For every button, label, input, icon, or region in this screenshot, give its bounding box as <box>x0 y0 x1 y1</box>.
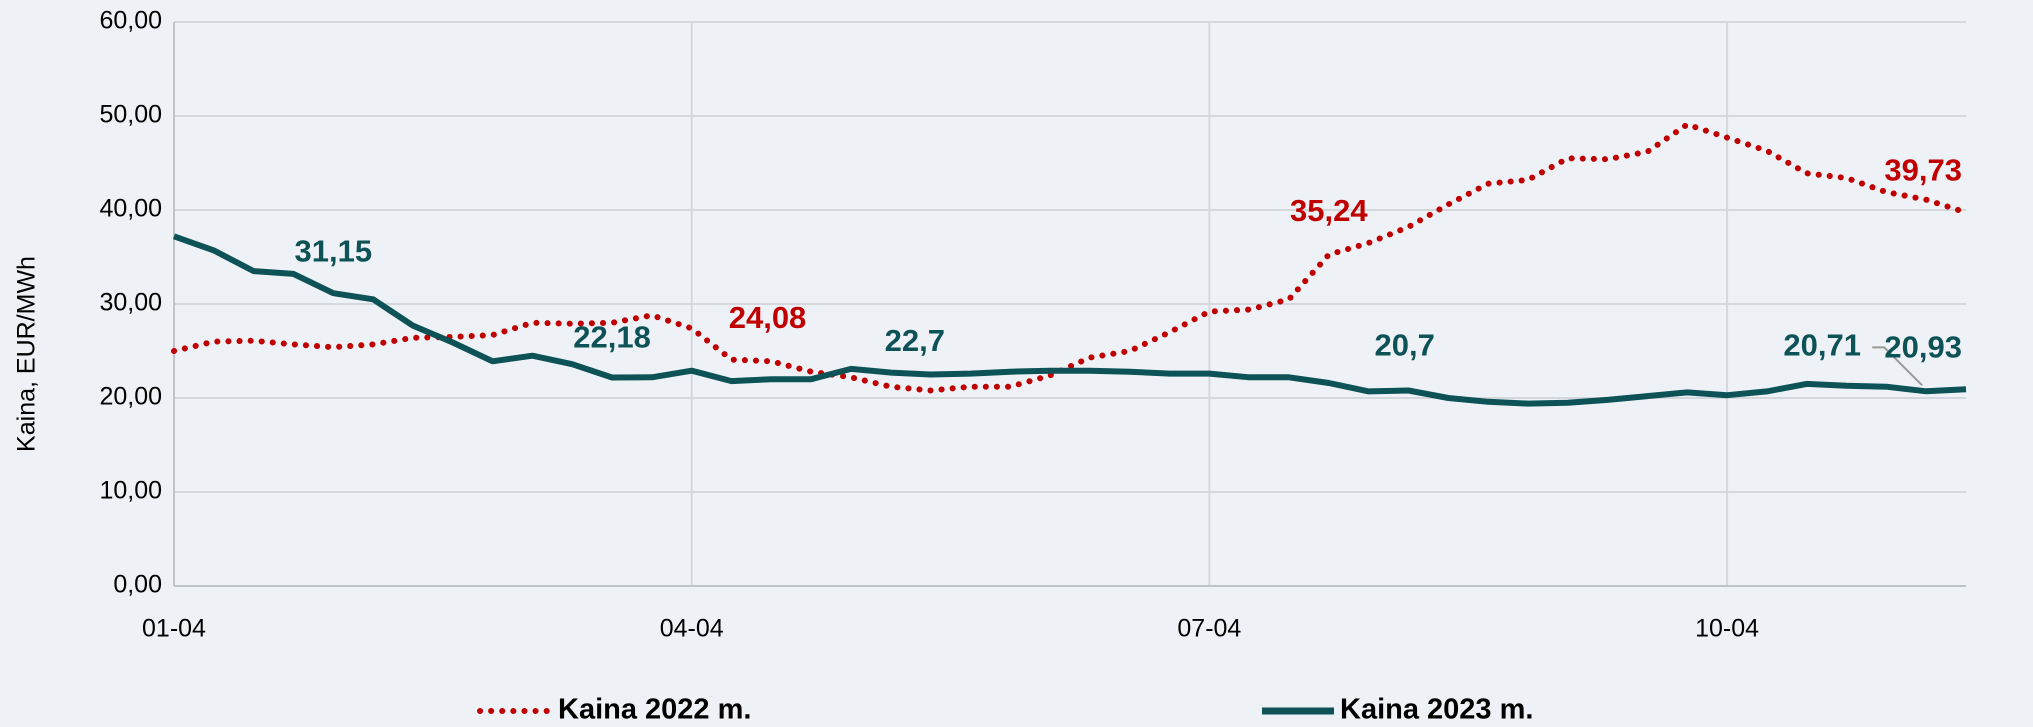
y-tick-label: 20,00 <box>99 383 162 411</box>
data-label: 31,15 <box>294 233 372 268</box>
data-label: 20,71 <box>1783 328 1861 363</box>
y-tick-label: 50,00 <box>99 101 162 129</box>
y-tick-label: 10,00 <box>99 477 162 505</box>
data-label: 20,93 <box>1884 329 1962 364</box>
y-tick-label: 60,00 <box>99 7 162 35</box>
data-label: 35,24 <box>1290 193 1368 228</box>
x-tick-label: 01-04 <box>142 615 206 643</box>
y-tick-label: 40,00 <box>99 195 162 223</box>
data-label: 39,73 <box>1884 153 1962 188</box>
legend-label: Kaina 2023 m. <box>1340 694 1533 726</box>
legend-label: Kaina 2022 m. <box>558 694 751 726</box>
series-line <box>171 121 1969 394</box>
y-axis-label: Kaina, EUR/MWh <box>13 256 41 452</box>
series-line <box>172 233 1967 407</box>
leader-line <box>1872 346 1923 387</box>
x-tick-label: 10-04 <box>1695 615 1759 643</box>
data-label: 22,7 <box>885 323 945 358</box>
data-label: 20,7 <box>1374 328 1434 363</box>
data-label: 24,08 <box>729 300 807 335</box>
x-tick-label: 07-04 <box>1177 615 1241 643</box>
x-tick-label: 04-04 <box>660 615 724 643</box>
data-label: 22,18 <box>573 320 651 355</box>
y-tick-label: 0,00 <box>113 571 162 599</box>
y-tick-label: 30,00 <box>99 289 162 317</box>
